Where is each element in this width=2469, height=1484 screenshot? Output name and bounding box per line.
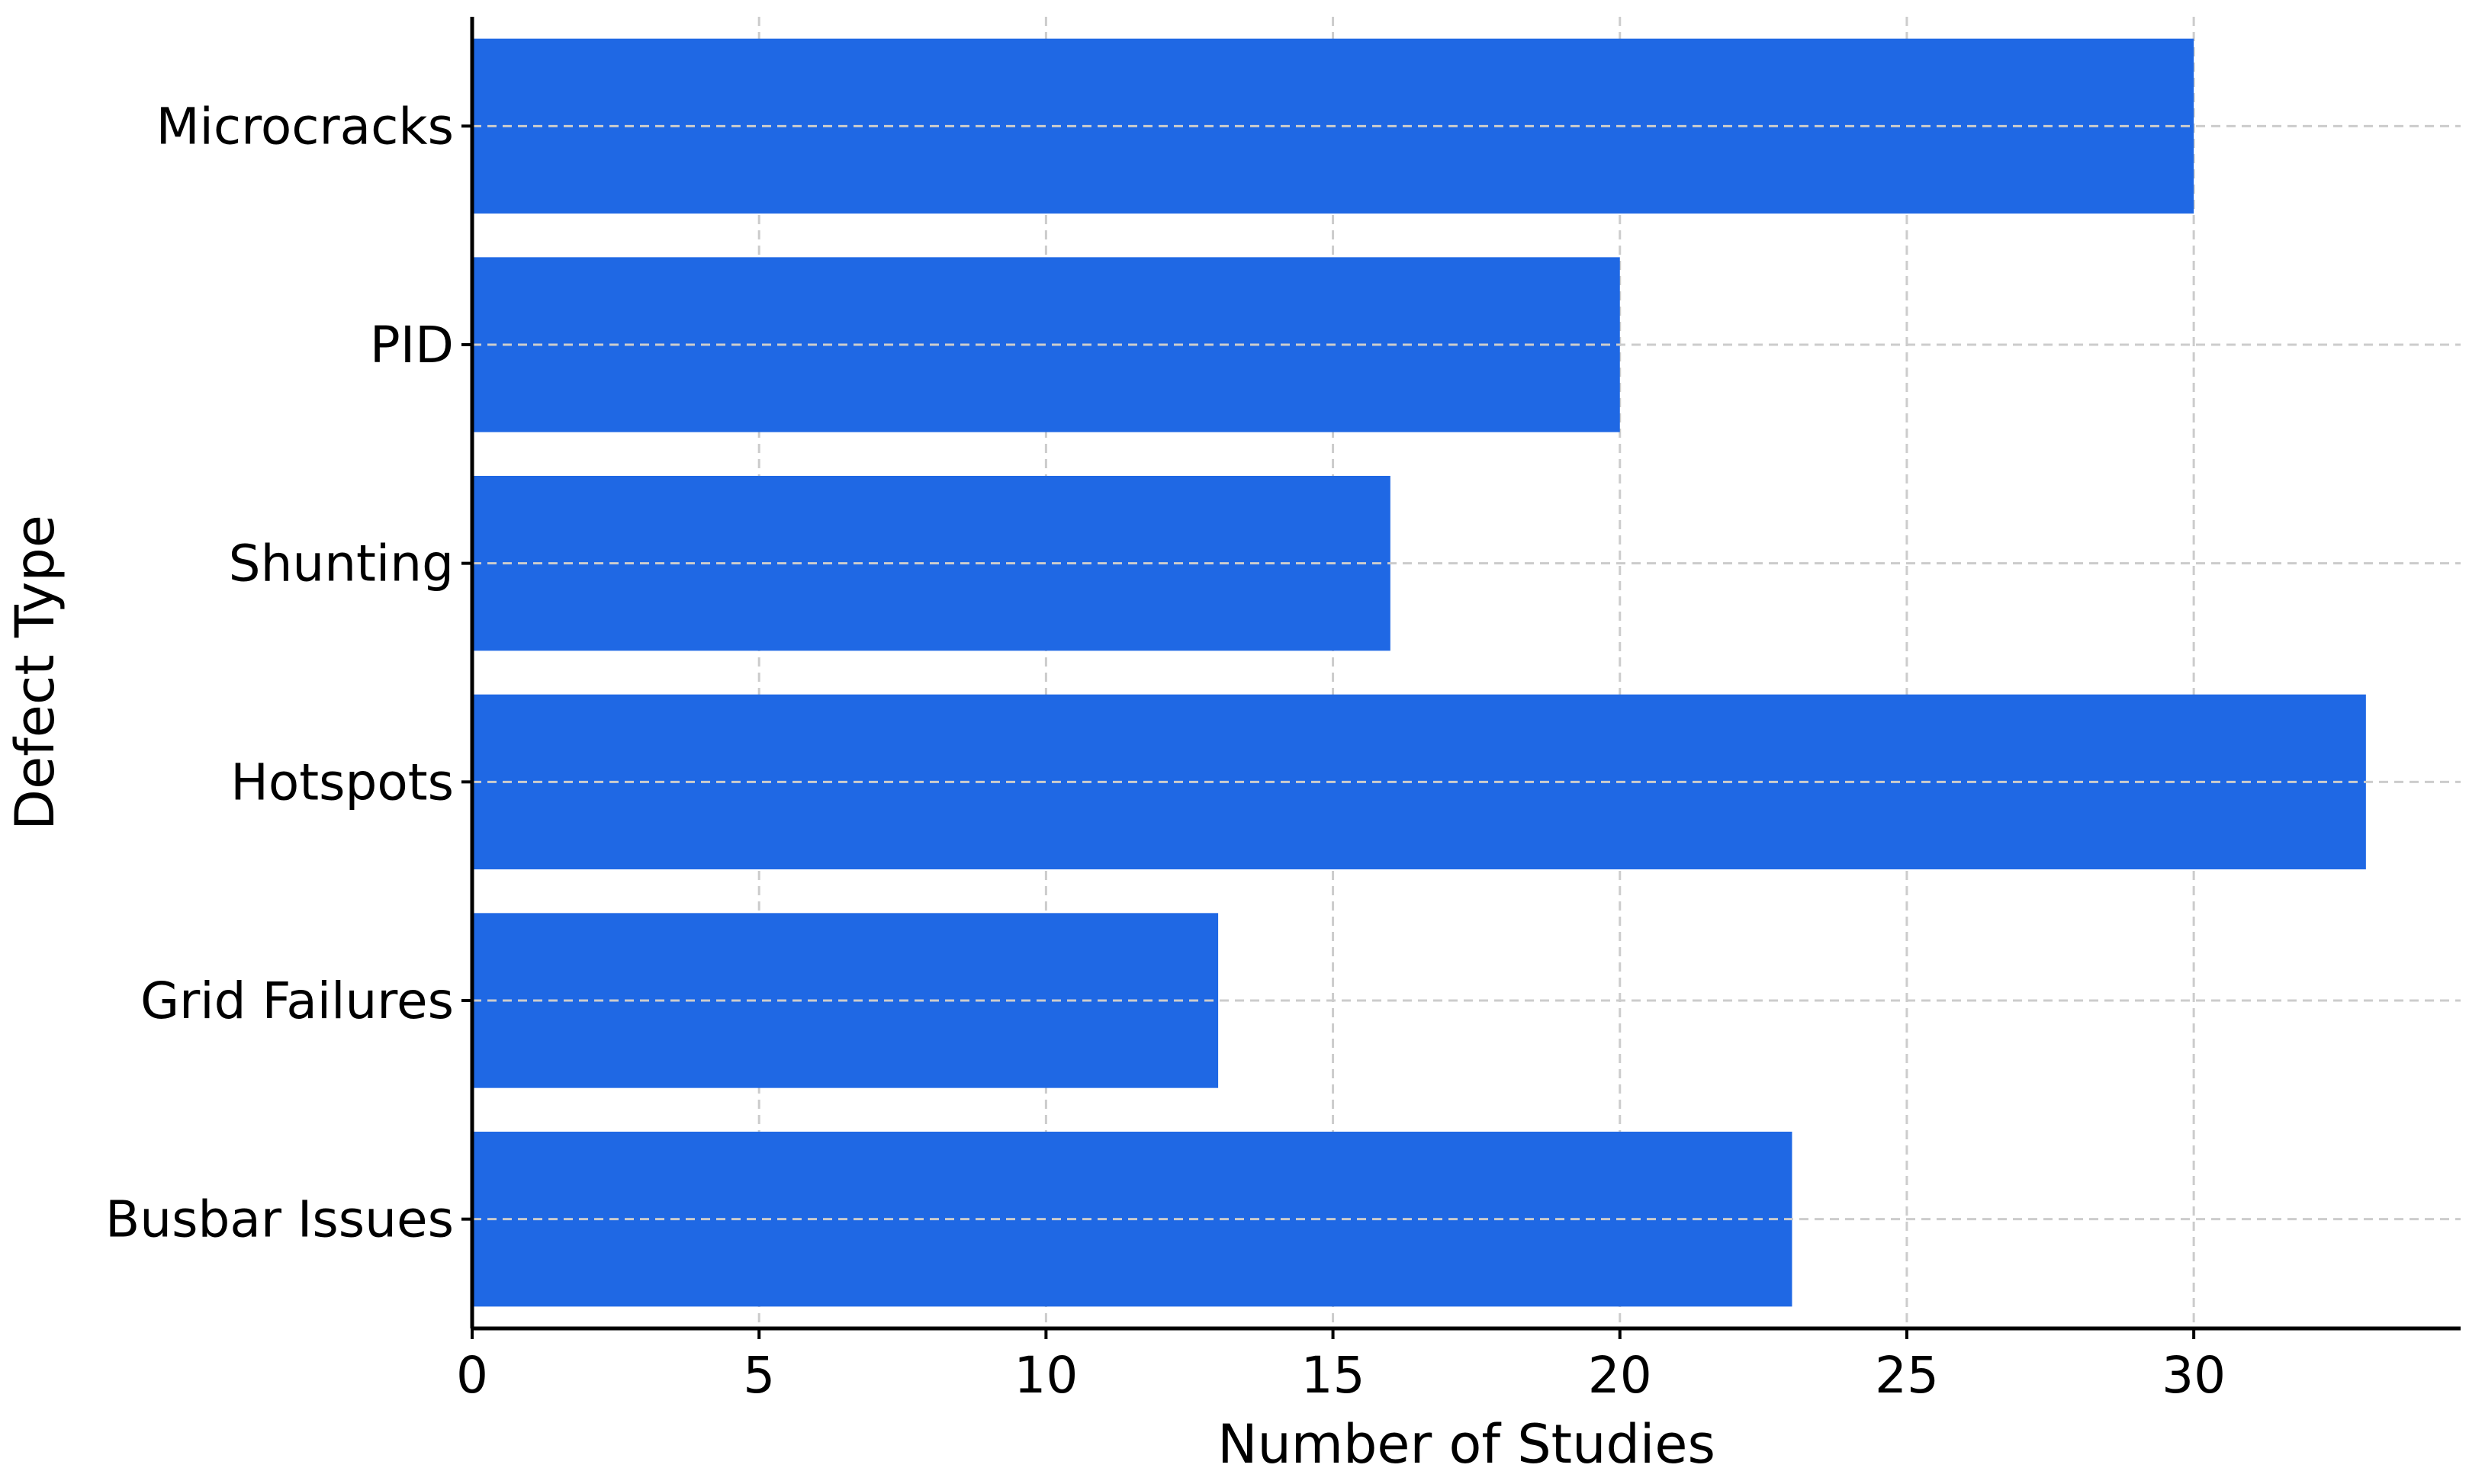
y-tick-label: Shunting xyxy=(229,535,454,593)
x-tick-label: 0 xyxy=(456,1346,488,1405)
x-tick-label: 25 xyxy=(1875,1346,1939,1405)
y-tick-label: Grid Failures xyxy=(140,972,454,1030)
x-tick-label: 30 xyxy=(2162,1346,2226,1405)
y-tick-label: Microcracks xyxy=(156,97,454,156)
x-tick-label: 10 xyxy=(1014,1346,1078,1405)
bars xyxy=(472,38,2366,1307)
y-tick-label: Busbar Issues xyxy=(105,1190,454,1249)
x-tick-label: 5 xyxy=(743,1346,775,1405)
y-tick-label: PID xyxy=(370,316,454,374)
axes xyxy=(470,17,2461,1331)
x-tick-label: 20 xyxy=(1588,1346,1652,1405)
category-grid-lines xyxy=(472,124,2461,1221)
x-tick-label: 15 xyxy=(1301,1346,1365,1405)
grid-lines xyxy=(471,17,2195,1328)
x-axis-title: Number of Studies xyxy=(1217,1413,1715,1476)
y-tick-label: Hotspots xyxy=(230,753,454,811)
tick-labels: 0 5 10 15 20 25 30 Microcracks PID Shunting Hotspo… xyxy=(105,97,2226,1405)
y-axis-title: Defect Type xyxy=(4,515,66,830)
